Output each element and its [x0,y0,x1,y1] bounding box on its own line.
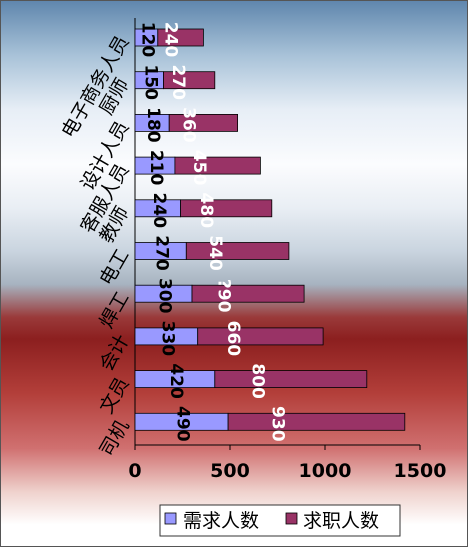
data-label-demand: 270 [152,235,172,271]
data-label-demand: 300 [155,278,175,314]
bar-jobseekers [174,156,261,175]
bar-jobseekers [191,284,305,303]
data-label-demand: 120 [137,22,157,58]
bar-jobseekers [214,370,368,389]
legend-swatch-demand [164,512,177,525]
x-tick-label: 1500 [394,460,447,482]
data-label-demand: 490 [173,406,193,442]
data-label-jobseekers: 360 [178,107,198,143]
data-label-jobseekers: 240 [161,22,181,58]
data-label-jobseekers: 540 [205,235,225,271]
data-label-jobseekers: 800 [247,363,267,399]
data-label-jobseekers: 930 [268,406,288,442]
legend-label-jobseekers: 求职人数 [303,510,379,532]
bar-jobseekers [180,199,273,218]
bar-jobseekers [197,327,324,346]
data-label-jobseekers: ?90 [213,279,233,313]
data-label-jobseekers: 480 [196,193,216,229]
data-label-jobseekers: 270 [168,64,188,100]
bar-jobseekers [168,114,238,132]
data-label-demand: 150 [140,64,160,100]
x-tick-label: 1000 [299,460,352,482]
legend: 需求人数 求职人数 [159,504,401,537]
legend-swatch-jobseekers [285,512,298,525]
data-label-jobseekers: 660 [223,321,243,357]
data-label-demand: 210 [146,150,166,186]
data-label-demand: 420 [166,363,186,399]
x-tick-label: 500 [210,460,250,482]
bar-jobseekers [227,412,406,431]
data-label-jobseekers: 450 [189,150,209,186]
legend-box [159,504,401,537]
x-tick-label: 0 [128,460,141,482]
data-label-demand: 180 [143,107,163,143]
bar-jobseekers [157,28,204,47]
bar-jobseekers [185,242,290,260]
legend-label-demand: 需求人数 [183,510,259,532]
data-label-demand: 240 [149,193,169,229]
bar-jobseekers [163,71,216,90]
data-label-demand: 330 [157,321,177,357]
x-axis-ticks: 0 500 1000 1500 [128,445,446,482]
